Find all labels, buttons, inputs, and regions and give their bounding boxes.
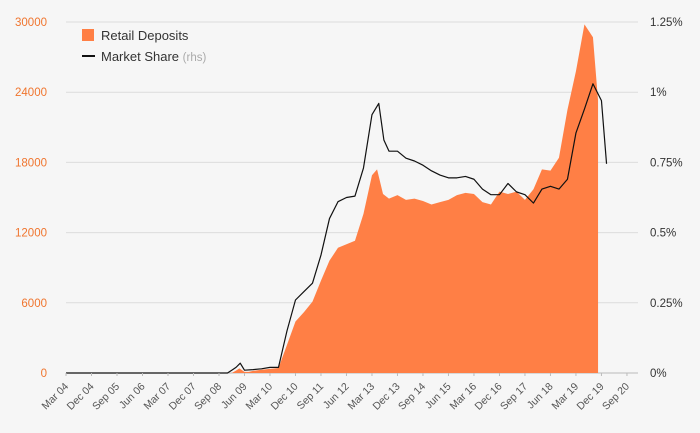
- x-tick-label: Sep 20: [600, 381, 632, 413]
- y-left-tick-label: 6000: [21, 298, 47, 310]
- legend: Retail Deposits Market Share (rhs): [82, 28, 206, 64]
- x-tick-label: Jun 18: [525, 381, 556, 412]
- y-left-tick-label: 12000: [15, 228, 47, 240]
- legend-label: Retail Deposits: [101, 28, 189, 43]
- x-tick-label: Dec 04: [65, 381, 97, 413]
- x-tick-label: Jun 15: [423, 381, 454, 412]
- legend-label-suffix: (rhs): [183, 52, 207, 64]
- x-tick-label: Mar 13: [345, 381, 377, 413]
- y-right-tick-label: 1.25%: [650, 17, 683, 29]
- x-tick-label: Dec 16: [473, 381, 505, 413]
- market-share-line-path: [66, 83, 608, 374]
- x-tick-label: Sep 14: [396, 381, 428, 413]
- retail-deposits-area: [66, 24, 599, 374]
- x-tick-label: Mar 07: [142, 381, 174, 413]
- x-tick-label: Sep 05: [90, 381, 122, 413]
- y-left-tick-label: 18000: [15, 157, 47, 169]
- y-right-tick-label: 0.25%: [650, 298, 683, 310]
- x-tick-label: Jun 09: [219, 381, 250, 412]
- y-right-tick-label: 0.5%: [650, 228, 676, 240]
- retail-deposits-area-path: [66, 24, 599, 374]
- y-right-tick-label: 1%: [650, 87, 667, 99]
- y-left-tick-label: 24000: [15, 87, 47, 99]
- x-tick-label: Sep 17: [498, 381, 530, 413]
- y-axis-right-ticks: 0% 0.25% 0.5% 0.75% 1% 1.25%: [650, 17, 683, 380]
- x-tick-label: Dec 07: [167, 381, 199, 413]
- y-right-tick-label: 0%: [650, 368, 667, 380]
- x-tick-label: Dec 10: [269, 381, 301, 413]
- x-tick-label: Dec 13: [371, 381, 403, 413]
- x-tick-label: Mar 04: [40, 381, 72, 413]
- y-left-tick-label: 0: [41, 368, 47, 380]
- x-tick-label: Dec 19: [575, 381, 607, 413]
- x-tick-label: Jun 12: [321, 381, 352, 412]
- market-share-line: [66, 83, 608, 374]
- x-tick-label: Mar 10: [244, 381, 276, 413]
- x-tick-label: Mar 19: [549, 381, 581, 413]
- x-tick-label: Jun 06: [117, 381, 148, 412]
- y-left-tick-label: 30000: [15, 17, 47, 29]
- x-tick-label: Sep 11: [295, 381, 327, 413]
- y-axis-left-ticks: 0 6000 12000 18000 24000 30000: [15, 17, 47, 380]
- x-tick-label: Sep 08: [192, 381, 224, 413]
- legend-swatch-retail-deposits: [82, 29, 94, 41]
- x-tick-label: Mar 16: [447, 381, 479, 413]
- legend-label: Market Share (rhs): [101, 49, 206, 64]
- y-right-tick-label: 0.75%: [650, 157, 683, 169]
